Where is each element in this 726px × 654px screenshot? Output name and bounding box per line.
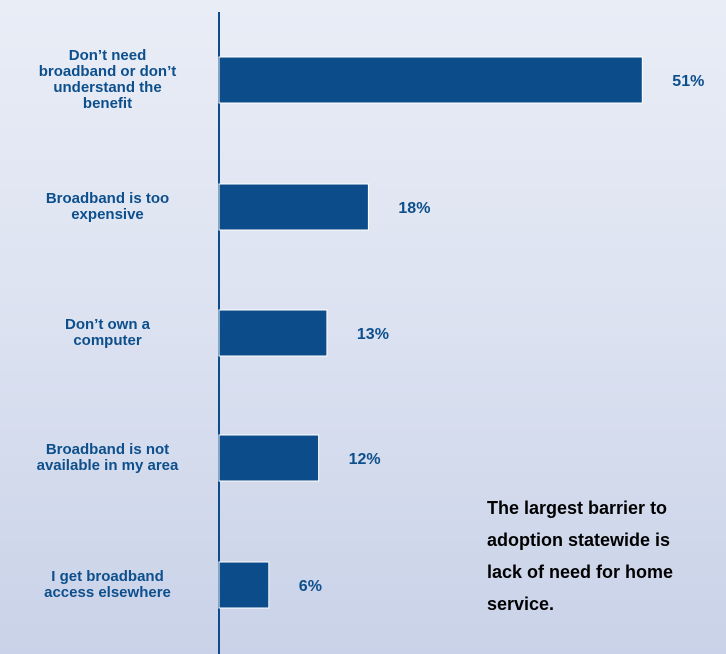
bar [218, 561, 270, 609]
bar-value-label: 51% [672, 73, 704, 90]
bar-value-label: 13% [357, 326, 389, 343]
bar [218, 309, 328, 357]
callout-text: The largest barrier to adoption statewid… [487, 498, 674, 614]
category-label: Broadband is too expensive [45, 190, 170, 223]
bar-value-label: 18% [398, 200, 430, 217]
bar [218, 183, 369, 231]
bar-value-label: 12% [349, 451, 381, 468]
bar-value-label: 6% [299, 578, 322, 595]
category-label: Broadband is not available in my area [36, 441, 179, 474]
category-label: I get broadband access elsewhere [44, 568, 171, 601]
category-label: Don’t need broadband or don’t understand t… [38, 47, 177, 112]
bar [218, 434, 320, 482]
category-label: Don’t own a computer [65, 316, 150, 349]
bar [218, 56, 643, 104]
